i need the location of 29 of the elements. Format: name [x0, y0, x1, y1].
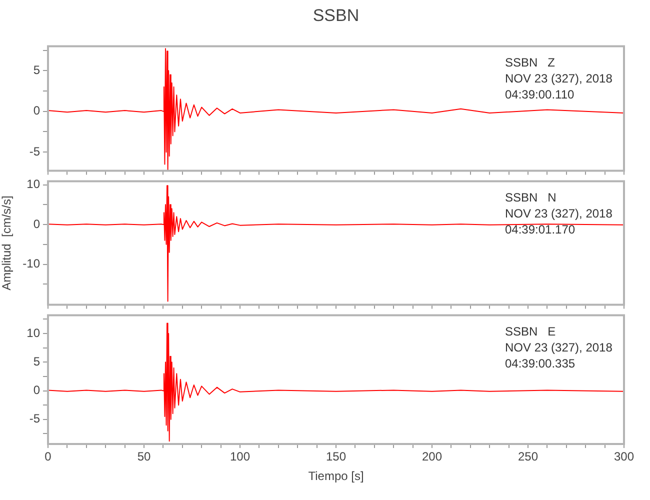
y-tick-label: -5 — [29, 412, 40, 426]
annotation: NOV 23 (327), 2018 — [505, 340, 613, 355]
y-axis-title: Amplitud [cm/s/s] — [0, 196, 14, 290]
x-axis-title: Tiempo [s] — [308, 469, 364, 484]
annotation: SSBN Z — [505, 56, 556, 70]
y-tick-label: -10 — [22, 256, 40, 271]
y-tick-label: 5 — [33, 62, 40, 77]
annotation: 04:39:00.110 — [505, 88, 574, 102]
x-tick-label: 200 — [422, 450, 442, 464]
annotation: NOV 23 (327), 2018 — [505, 72, 613, 86]
annotation: SSBN E — [505, 324, 556, 339]
x-tick-label: 50 — [137, 450, 151, 464]
annotation: NOV 23 (327), 2018 — [505, 206, 613, 221]
annotation: SSBN N — [505, 190, 556, 205]
y-tick-label: 0 — [33, 104, 40, 118]
x-tick-label: 150 — [326, 450, 346, 464]
y-tick-label: 5 — [33, 354, 40, 368]
y-tick-label: 0 — [33, 383, 40, 398]
x-tick-label: 300 — [614, 450, 634, 464]
y-tick-label: 10 — [26, 177, 40, 192]
x-tick-label: 250 — [518, 450, 538, 464]
y-tick-label: 10 — [26, 326, 40, 340]
annotation: 04:39:00.335 — [505, 356, 576, 371]
chart-title: SSBN — [312, 6, 360, 26]
annotation: 04:39:01.170 — [505, 222, 576, 237]
x-tick-label: 100 — [230, 450, 250, 464]
y-tick-label: -5 — [29, 144, 40, 158]
y-tick-label: 0 — [33, 216, 40, 231]
x-tick-label: 0 — [44, 450, 52, 464]
